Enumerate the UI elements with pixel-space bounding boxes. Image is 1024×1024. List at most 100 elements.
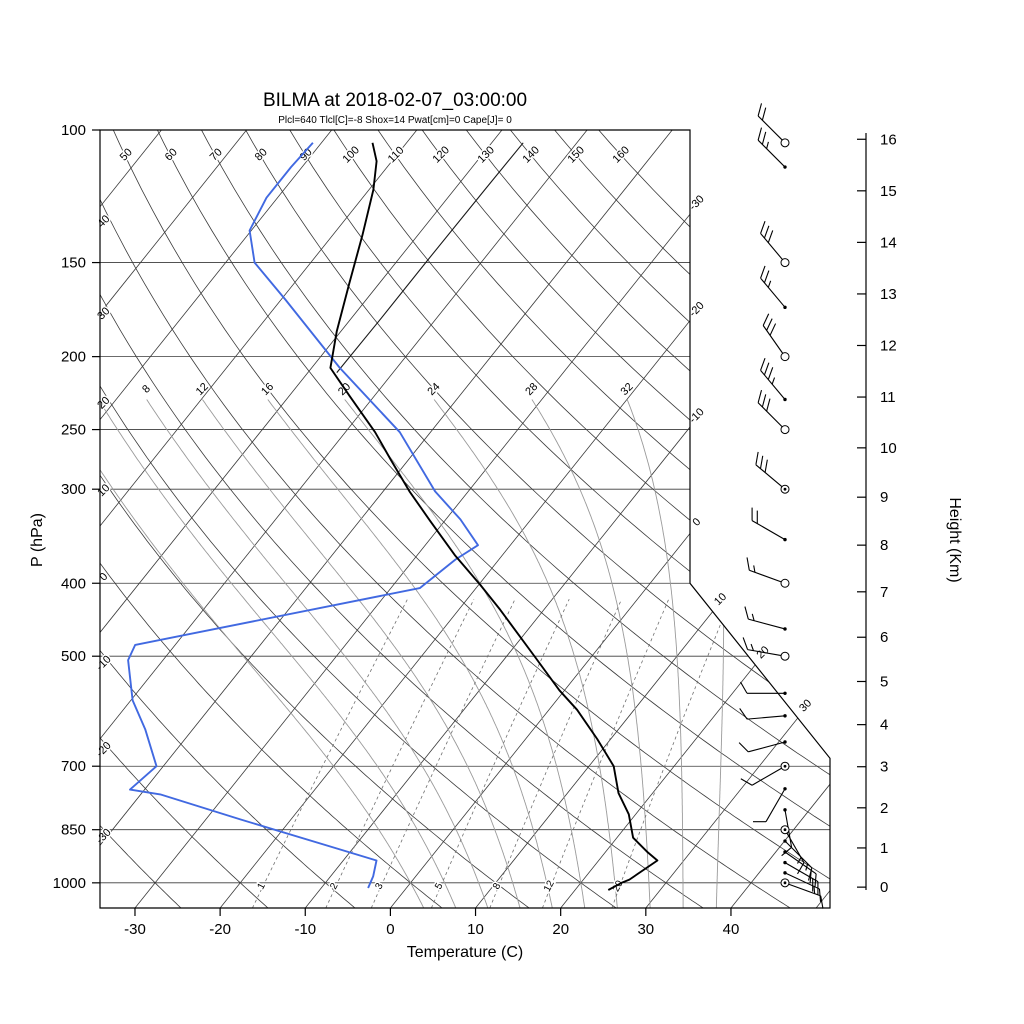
wind-barb-staff (784, 862, 819, 883)
pressure-tick-label: 250 (61, 422, 86, 439)
moist-adiabat-line (146, 399, 489, 908)
wind-barb-feather (746, 557, 750, 571)
isotherm-line (645, 130, 830, 908)
wind-barb-half-feather (753, 565, 756, 573)
level-dot (783, 691, 787, 695)
dry-adiabat-label: 50 (118, 146, 135, 163)
wind-barb-half-feather (813, 886, 816, 894)
temperature-tick-label: 40 (723, 921, 740, 938)
level-dot (783, 808, 787, 812)
level-dot (783, 740, 787, 744)
level-dot (783, 627, 787, 631)
wind-barb-feather (781, 846, 792, 857)
wind-barb-feather (762, 313, 770, 326)
dry-adiabat-label: 140 (520, 144, 541, 165)
dry-adiabat-line (100, 130, 617, 908)
height-tick-label: 7 (880, 584, 888, 601)
pressure-tick-label: 700 (61, 758, 86, 775)
height-tick-label: 8 (880, 537, 888, 554)
dry-adiabat-label: 60 (163, 146, 180, 163)
moist-adiabat-line (626, 399, 684, 908)
isotherm-line (100, 130, 332, 908)
y-axis-label: P (hPa) (29, 513, 46, 567)
level-circle (780, 651, 790, 661)
dry-adiabat-line (100, 130, 356, 908)
wind-barb-staff (784, 872, 820, 890)
level-dot (783, 714, 787, 718)
wind-barb-feather (755, 451, 759, 465)
dry-adiabat-line (100, 130, 269, 908)
isotherm-line (219, 130, 830, 908)
height-tick-label: 2 (880, 800, 888, 817)
wind-barb-half-feather (751, 613, 755, 621)
level-dot (783, 165, 787, 169)
dry-adiabat-line (100, 130, 791, 908)
dry-adiabat-label: 100 (340, 144, 361, 165)
height-tick-label: 5 (880, 674, 888, 691)
wind-barb-staff (748, 618, 786, 630)
isotherm-line (134, 130, 758, 908)
level-circle-dot (783, 828, 787, 832)
level-dot (783, 860, 787, 865)
level-dot (783, 537, 787, 542)
wind-barb-staff (762, 325, 786, 357)
mixing-ratio-line (542, 599, 670, 908)
dry-adiabat-label: 110 (386, 144, 407, 165)
wind-barb-staff (751, 520, 786, 541)
wind-barb-staff (748, 741, 786, 753)
wind-barb-staff (760, 277, 786, 308)
dry-adiabat-label: 40 (95, 213, 112, 230)
moist-adiabat-line (433, 399, 618, 908)
wind-barb-feather (739, 708, 748, 720)
height-tick-label: 1 (880, 840, 888, 857)
wind-barb-feather (767, 367, 774, 380)
height-axis-label: Height (Km) (946, 497, 963, 582)
moist-adiabat-line (267, 399, 553, 908)
level-circle-dot (783, 487, 787, 491)
wind-barb-staff (755, 464, 786, 490)
mixing-ratio-line (431, 599, 570, 908)
height-tick-label: 13 (880, 286, 897, 303)
wind-barb-feather (761, 131, 767, 145)
level-dot (783, 839, 787, 843)
temperature-tick-label: 20 (552, 921, 569, 938)
temperature-curve (329, 142, 659, 891)
wind-barb-half-feather (750, 643, 755, 651)
mixing-ratio-line (252, 599, 408, 908)
wind-barb-feather (740, 778, 753, 786)
dry-adiabat-line (157, 130, 830, 908)
moist-adiabat-line (100, 399, 425, 908)
level-circle (780, 578, 790, 588)
wind-barb-staff (765, 788, 786, 822)
dry-adiabat-line (100, 130, 182, 908)
wind-barb-half-feather (767, 280, 772, 288)
wind-barb-feather (760, 357, 766, 371)
mixing-ratio-line (370, 599, 516, 908)
chart-title: BILMA at 2018-02-07_03:00:00 (263, 90, 527, 111)
temperature-tick-label: 10 (467, 921, 484, 938)
isotherm-label: 30 (797, 697, 814, 714)
dry-adiabat-line (421, 130, 830, 908)
wind-barb-feather (744, 606, 749, 620)
height-tick-label: 3 (880, 759, 888, 776)
mixing-ratio-label: 12 (542, 878, 557, 893)
wind-barb-column (738, 103, 824, 909)
moist-adiabat-line (202, 399, 521, 908)
moist-adiabat-line (100, 399, 457, 908)
wind-barb-feather (757, 103, 763, 117)
height-tick-label: 11 (880, 389, 896, 406)
dry-adiabat-label: 0 (97, 571, 110, 584)
pressure-tick-label: 500 (61, 648, 86, 665)
isotherm-line (100, 130, 673, 908)
isotherm-line (100, 130, 418, 908)
isotherm-line (730, 130, 830, 908)
dry-adiabat-line (333, 130, 830, 908)
mixing-ratio-line (489, 599, 622, 908)
moist-adiabat-label: 16 (259, 381, 276, 398)
level-dot (783, 397, 787, 402)
height-tick-label: 4 (880, 717, 888, 734)
